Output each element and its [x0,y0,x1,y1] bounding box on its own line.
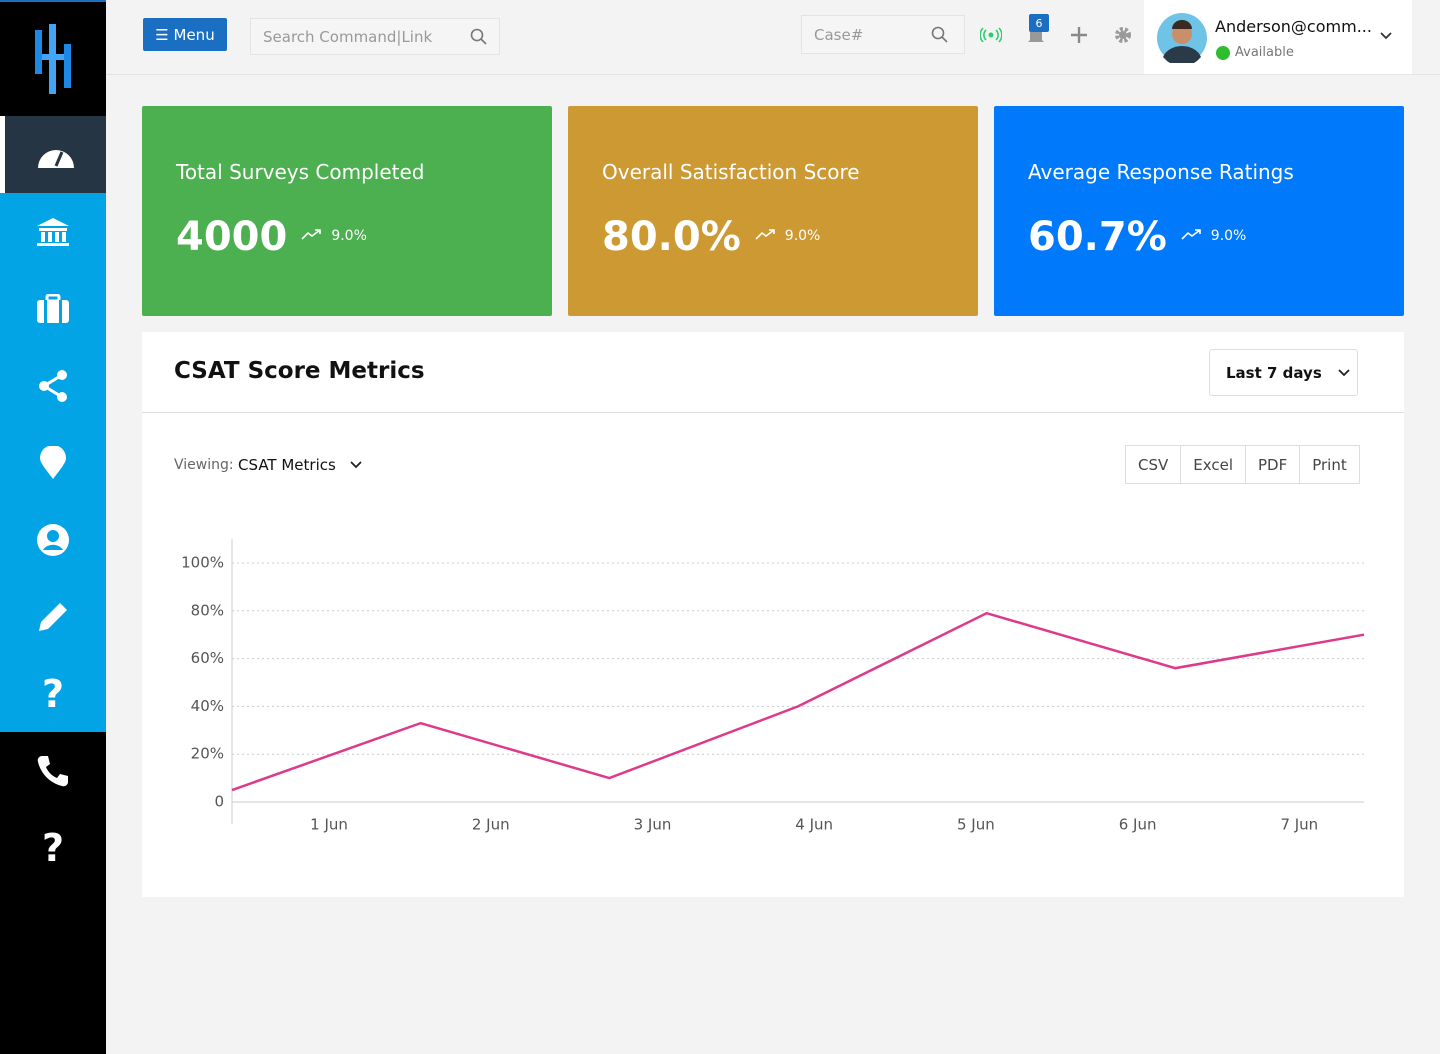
panel-title: CSAT Score Metrics [174,358,425,384]
export-button[interactable]: Print [1300,445,1360,484]
data-line [231,611,1365,792]
viewing-selector[interactable]: Viewing: CSAT Metrics [174,456,362,474]
nav-help[interactable]: ? [41,671,65,716]
avatar[interactable] [1157,13,1207,63]
kpi-value: 80.0% [602,214,741,260]
case-search-icon[interactable] [931,26,949,44]
x-tick-label: 7 Jun [1280,816,1318,834]
nav-share[interactable] [0,347,106,424]
logo-mark [35,24,71,94]
kpi-value: 4000 [176,214,288,260]
status-dot [1216,46,1230,60]
search-placeholder: Search Command|Link [263,27,433,46]
viewing-label: Viewing: [174,457,234,473]
y-tick-label: 0 [214,793,224,811]
nav-edit[interactable] [0,578,106,655]
metrics-panel: CSAT Score Metrics Last 7 days Viewing: … [142,332,1404,897]
user-name: Anderson@comm... [1215,17,1372,36]
nav-support[interactable]: ? [41,825,65,870]
user-status: Available [1235,45,1294,60]
nav-phone[interactable] [0,732,106,809]
case-placeholder: Case# [814,25,864,44]
y-tick-label: 20% [191,745,224,763]
kpi-card: Average Response Ratings 60.7% 9.0% [994,106,1404,316]
kpi-card: Overall Satisfaction Score 80.0% 9.0% [568,106,978,316]
logo [0,0,106,116]
trend-icon [1181,228,1203,244]
export-button[interactable]: CSV [1125,445,1182,484]
trend-icon [755,228,777,244]
x-tick-label: 1 Jun [310,816,348,834]
menu-button[interactable]: ☰ Menu [143,18,227,51]
y-tick-label: 60% [191,649,224,667]
y-tick-label: 100% [181,554,224,572]
nav-cases[interactable] [0,270,106,347]
nav-bank[interactable] [0,193,106,270]
kpi-card: Total Surveys Completed 4000 9.0% [142,106,552,316]
trend-icon [301,228,323,244]
x-tick-label: 5 Jun [957,816,995,834]
x-tick-label: 2 Jun [472,816,510,834]
viewing-value: CSAT Metrics [238,456,336,474]
kpi-change: 9.0% [331,228,367,244]
range-dropdown[interactable]: Last 7 days [1209,349,1358,396]
x-tick-label: 3 Jun [634,816,672,834]
export-buttons: CSV Excel PDF Print [1125,445,1360,484]
broadcast-icon[interactable] [980,27,1002,43]
x-tick-label: 6 Jun [1119,816,1157,834]
export-button[interactable]: PDF [1246,445,1301,484]
kpi-change: 9.0% [1210,228,1247,244]
y-tick-label: 80% [191,601,224,619]
kpi-change: 9.0% [784,228,821,244]
chart: 0 20% 40% 60% 80% 100% 1 Jun 2 Jun 3 Jun 4 Jun 5 J… [181,539,1365,834]
kpi-title: Total Surveys Completed [176,160,425,184]
range-label: Last 7 days [1226,363,1322,382]
kpi-title: Overall Satisfaction Score [602,160,860,184]
export-button[interactable]: Excel [1181,445,1246,484]
notification-badge: 6 [1029,14,1049,32]
nav-dashboard[interactable] [0,116,106,193]
kpi-value: 60.7% [1028,214,1167,260]
search-input[interactable]: Search Command|Link [250,18,500,55]
panel-divider [142,412,1404,413]
case-input[interactable]: Case# [801,15,965,54]
menu-label: Menu [173,25,215,44]
sidebar: ? ? [0,0,106,1054]
nav-user[interactable] [0,501,106,578]
y-tick-label: 40% [191,697,224,715]
nav-location[interactable] [0,424,106,501]
search-icon[interactable] [470,28,488,46]
kpi-title: Average Response Ratings [1028,160,1294,184]
settings-icon[interactable] [1114,26,1132,44]
top-bar: ☰ Menu Search Command|Link Case# 6 Ander… [106,0,1440,75]
add-icon[interactable] [1070,26,1088,44]
user-dropdown-icon[interactable] [1379,31,1393,41]
x-tick-label: 4 Jun [795,816,833,834]
